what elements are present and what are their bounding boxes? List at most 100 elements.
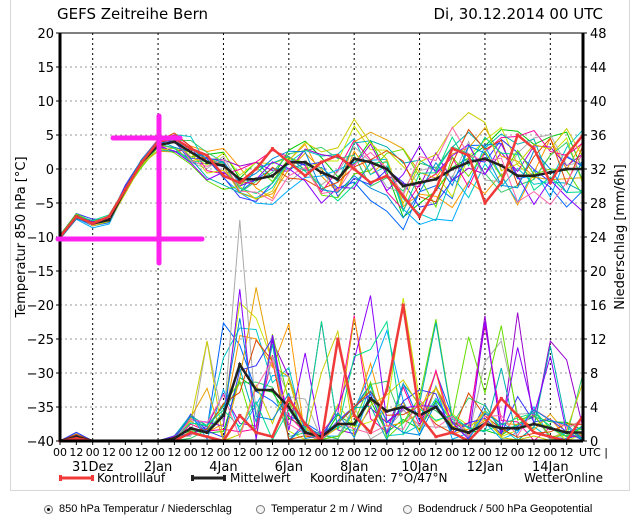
mean-point [221, 414, 225, 417]
mean-point [532, 174, 536, 178]
option-temp-2m-wind[interactable]: Temperatur 2 m / Wind [256, 503, 382, 515]
mean-point [320, 170, 323, 174]
x-tick-hour-label: 00 [445, 446, 459, 459]
y-left-tick-label: −15 [27, 265, 54, 280]
y-right-tick-label: 36 [590, 129, 607, 144]
x-date-label: 10Jan [401, 460, 438, 475]
control-run-point [320, 160, 323, 164]
control-run-point [483, 201, 487, 205]
mean-point [516, 426, 520, 430]
y-left-tick-label: 5 [46, 129, 54, 144]
option-pressure-geopotential[interactable]: Bodendruck / 500 hPa Geopotential [403, 503, 592, 515]
option-label: 850 hPa Temperatur / Niederschlag [59, 503, 232, 515]
y-right-tick-label: 28 [590, 197, 607, 212]
mean-point [270, 174, 274, 178]
y-left-tick-label: −20 [27, 299, 54, 314]
mean-point [254, 177, 258, 181]
x-tick-hour-label: 12 [331, 446, 345, 459]
mean-point [369, 397, 373, 400]
crosshair-marker [55, 113, 205, 266]
mean-point [401, 184, 405, 188]
x-tick-hour-label: 00 [249, 446, 263, 459]
x-tick-hour-label: 12 [167, 446, 181, 459]
control-run-point [270, 147, 274, 151]
y-right-tick-label: 40 [590, 95, 607, 110]
x-tick-hour-label: 12 [265, 446, 279, 459]
x-tick-hour-label: 12 [298, 446, 312, 459]
mean-point [418, 181, 422, 185]
control-run-point [401, 194, 405, 198]
mean-point [205, 431, 209, 434]
control-run-point [385, 174, 389, 178]
x-date-label: 6Jan [275, 460, 303, 475]
y-left-tick-label: −40 [27, 435, 54, 450]
x-tick-hour-label: 12 [560, 446, 574, 459]
option-label: Bodendruck / 500 hPa Geopotential [418, 503, 593, 515]
mean-point [483, 157, 487, 161]
legend-source: WetterOnline [524, 471, 603, 485]
x-tick-hour-label: 12 [462, 446, 476, 459]
legend-control-cap-left [59, 475, 62, 481]
mean-point [385, 409, 389, 413]
x-tick-hour-label: 00 [184, 446, 198, 459]
mean-point [287, 405, 291, 409]
mean-point [565, 167, 569, 171]
y-left-tick-label: −10 [27, 231, 54, 246]
x-date-label: 14Jan [532, 460, 569, 475]
gefs-chart: GEFS Zeitreihe Bern Di, 30.12.2014 00 UT… [14, 5, 628, 485]
x-tick-hour-label: 00 [511, 446, 525, 459]
mean-point [238, 177, 242, 181]
y-right-tick-label: 24 [590, 231, 607, 246]
control-run-point [532, 147, 536, 151]
control-run-point [516, 133, 520, 137]
y-right-tick-label: 12 [590, 333, 607, 348]
legend-coordinates: Koordinaten: 7°O/47°N [310, 471, 448, 485]
control-run-point [140, 160, 144, 164]
y-left-tick-label: −30 [27, 367, 54, 382]
legend: Kontrolllauf Mittelwert Koordinaten: 7°O… [59, 471, 603, 485]
mean-point [254, 388, 258, 392]
mean-point [548, 426, 552, 430]
mean-point [352, 422, 356, 426]
radio-unselected-icon[interactable] [403, 504, 412, 514]
mean-point [238, 363, 242, 366]
control-run-point [303, 174, 307, 178]
y-left-tick-label: −5 [35, 197, 54, 212]
mean-point [434, 177, 438, 181]
mean-point [303, 160, 307, 164]
radio-unselected-icon[interactable] [256, 504, 265, 514]
member-precip-line [59, 287, 584, 443]
x-tick-hour-label: 12 [396, 446, 410, 459]
control-run-point [450, 147, 454, 151]
member-temp-line [59, 129, 584, 238]
option-850hpa-temp-precip[interactable]: 850 hPa Temperatur / Niederschlag [44, 503, 232, 515]
control-run-point [418, 414, 422, 417]
x-tick-hour-label: 00 [86, 446, 100, 459]
control-run-point [434, 435, 438, 439]
member-precip-line [59, 315, 584, 442]
radio-selected-icon[interactable] [44, 504, 53, 514]
control-run-point [499, 181, 503, 185]
mean-point [467, 431, 471, 434]
mean-point [172, 436, 176, 440]
control-run-point [189, 147, 193, 151]
mean-point [450, 167, 454, 171]
x-date-label: 2Jan [144, 460, 172, 475]
control-run-point [107, 215, 111, 219]
main-series [58, 132, 585, 444]
y-left-tick-label: 20 [37, 27, 54, 42]
control-run-point [123, 187, 127, 191]
member-precip-line [59, 312, 584, 442]
mean-point [303, 431, 307, 434]
x-tick-hour-label: 00 [53, 446, 67, 459]
mean-point [352, 157, 356, 161]
control-run-point [352, 414, 356, 417]
mean-point [336, 422, 340, 426]
member-precip-line [59, 318, 584, 442]
control-run-point [336, 153, 340, 157]
control-run-point [434, 187, 438, 191]
chart-type-options: 850 hPa Temperatur / Niederschlag Temper… [0, 497, 638, 521]
y-right-tick-label: 44 [590, 61, 607, 76]
control-run-point [548, 435, 552, 439]
control-run-point [74, 215, 78, 219]
